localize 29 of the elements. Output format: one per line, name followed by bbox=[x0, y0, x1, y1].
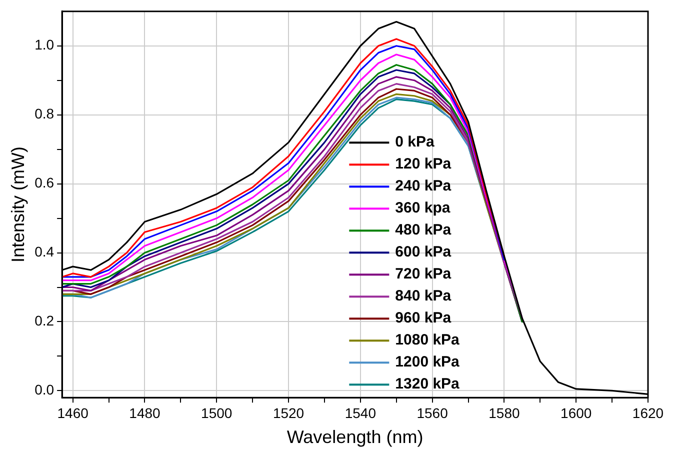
legend-label: 840 kPa bbox=[395, 288, 452, 305]
y-tick-label: 0.0 bbox=[34, 382, 54, 398]
legend-label: 120 kPa bbox=[395, 156, 452, 173]
y-tick-label: 0.6 bbox=[34, 174, 54, 191]
legend-label: 480 kPa bbox=[395, 222, 452, 239]
x-tick-label: 1520 bbox=[272, 404, 304, 421]
legend-label: 1320 kPa bbox=[395, 376, 460, 393]
legend-label: 0 kPa bbox=[395, 134, 436, 151]
y-tick-label: 0.4 bbox=[34, 244, 54, 260]
legend-label: 240 kPa bbox=[395, 178, 452, 195]
legend-label: 600 kPa bbox=[395, 244, 452, 261]
x-tick-label: 1620 bbox=[632, 404, 664, 421]
y-tick-label: 0.2 bbox=[34, 312, 54, 329]
x-tick-label: 1600 bbox=[560, 404, 592, 421]
x-tick-label: 1480 bbox=[129, 404, 161, 421]
legend-label: 960 kPa bbox=[395, 310, 452, 327]
x-tick-label: 1500 bbox=[201, 404, 232, 421]
x-axis-title: Wavelength (nm) bbox=[286, 427, 424, 448]
legend-label: 720 kPa bbox=[395, 266, 452, 283]
y-axis-title: Intensity (mW) bbox=[8, 146, 28, 263]
legend-label: 1080 kPa bbox=[395, 332, 460, 349]
legend-label: 360 kpa bbox=[395, 200, 451, 217]
x-tick-label: 1560 bbox=[416, 404, 448, 421]
y-tick-label: 1.0 bbox=[34, 36, 54, 53]
y-tick-label: 0.8 bbox=[34, 106, 54, 122]
legend-label: 1200 kPa bbox=[395, 354, 460, 371]
x-tick-label: 1540 bbox=[344, 404, 376, 421]
x-tick-label: 1460 bbox=[57, 404, 89, 421]
x-tick-label: 1580 bbox=[488, 404, 520, 421]
